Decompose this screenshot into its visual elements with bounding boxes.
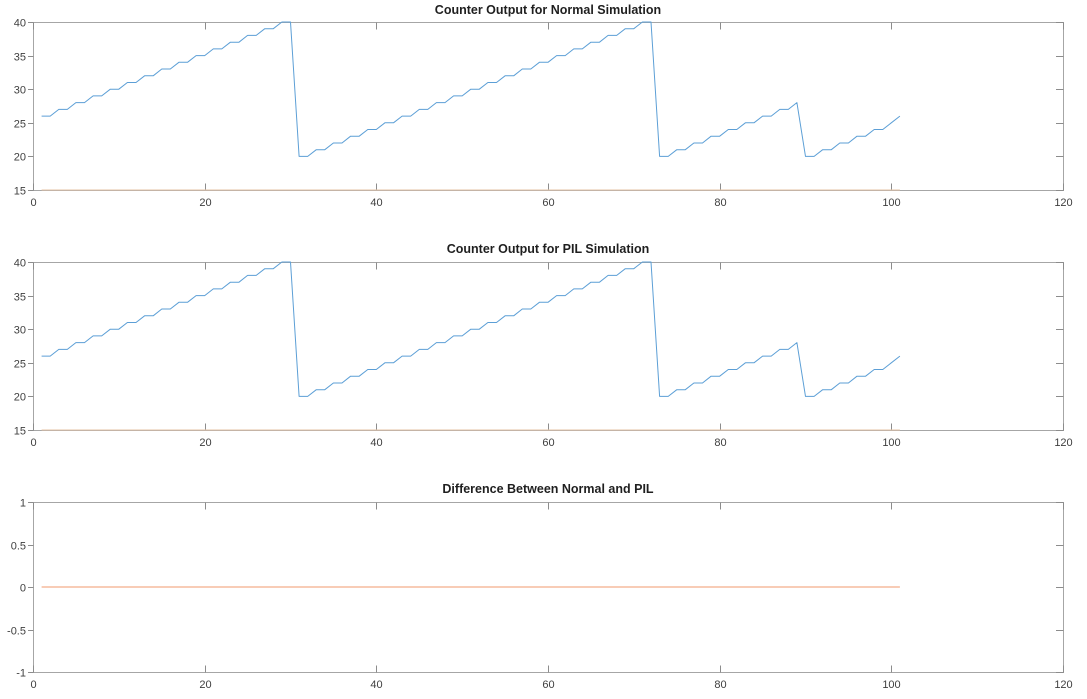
x-tick-label: 20 (199, 197, 211, 209)
x-tick-label: 80 (714, 679, 726, 691)
y-tick-label: 35 (14, 292, 26, 304)
x-tick-label: 60 (542, 197, 554, 209)
y-tick-label: 40 (14, 18, 26, 30)
y-tick-label: 30 (14, 85, 26, 97)
x-tick-label: 80 (714, 437, 726, 449)
x-tick-label: 120 (1054, 437, 1072, 449)
axes-box (33, 262, 1064, 431)
x-tick-label: 80 (714, 197, 726, 209)
x-tick-label: 0 (30, 197, 36, 209)
chart-title-difference: Difference Between Normal and PIL (442, 482, 654, 496)
y-tick-label: 15 (14, 426, 26, 438)
y-tick-label: 25 (14, 119, 26, 131)
chart-title-pil-simulation: Counter Output for PIL Simulation (446, 242, 650, 256)
x-tick-label: 40 (370, 197, 382, 209)
axes-0: 0 20 40 60 80 100 120 15 20 25 30 35 40 (14, 18, 1073, 210)
x-tick-label: 100 (882, 679, 900, 691)
x-tick-label: 40 (370, 437, 382, 449)
x-tick-label: 60 (542, 679, 554, 691)
y-tick-label: 0.5 (11, 541, 26, 553)
y-tick-label: 30 (14, 325, 26, 337)
y-tick-label: 15 (14, 186, 26, 198)
x-tick-label: 100 (882, 437, 900, 449)
x-tick-label: 120 (1054, 679, 1072, 691)
axes-box (33, 22, 1064, 191)
y-tick-label: 1 (20, 498, 26, 510)
y-tick-label: 20 (14, 152, 26, 164)
chart-title-normal-simulation: Counter Output for Normal Simulation (434, 3, 662, 17)
axes-2: 0 20 40 60 80 100 120 -1 -0.5 0 0.5 1 (7, 498, 1073, 692)
series-pil-counter (41, 261, 901, 397)
x-tick-label: 100 (882, 197, 900, 209)
y-tick-label: -0.5 (7, 626, 26, 638)
x-tick-label: 0 (30, 679, 36, 691)
x-tick-label: 0 (30, 437, 36, 449)
x-tick-label: 40 (370, 679, 382, 691)
x-tick-label: 20 (199, 679, 211, 691)
y-tick-label: 40 (14, 258, 26, 270)
y-tick-label: 20 (14, 392, 26, 404)
x-tick-label: 120 (1054, 197, 1072, 209)
x-tick-label: 20 (199, 437, 211, 449)
y-tick-label: 35 (14, 52, 26, 64)
series-normal-counter (41, 21, 901, 157)
axes-1: 0 20 40 60 80 100 120 15 20 25 30 35 40 (14, 258, 1073, 450)
y-tick-label: 25 (14, 359, 26, 371)
y-tick-label: 0 (20, 583, 26, 595)
x-tick-label: 60 (542, 437, 554, 449)
y-tick-label: -1 (16, 668, 26, 680)
